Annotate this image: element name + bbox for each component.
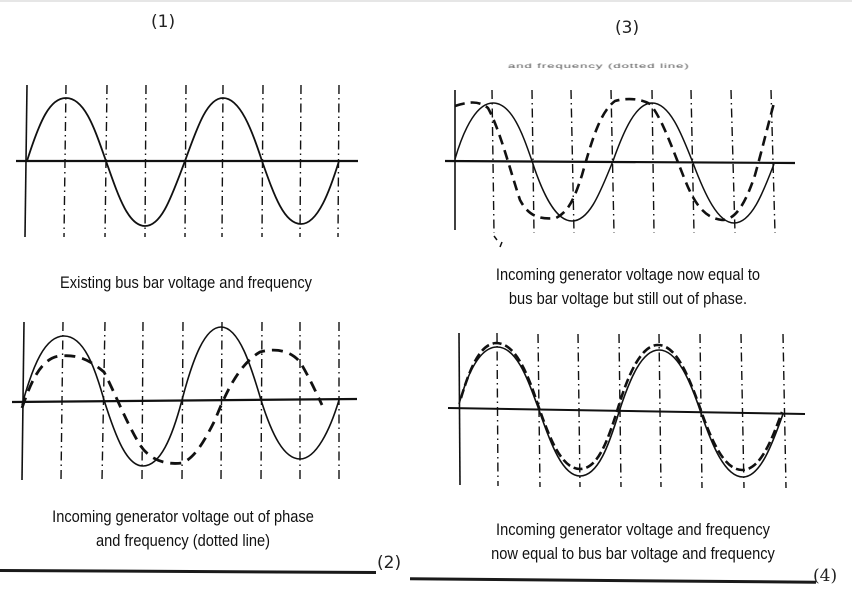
- panel-1-caption: Existing bus bar voltage and frequency: [26, 271, 346, 295]
- panel-3-plot: [444, 89, 796, 248]
- caption-line: and frequency (dotted line): [96, 531, 270, 550]
- caption-line: bus bar voltage but still out of phase.: [508, 289, 748, 308]
- panel-1-label: (1): [151, 12, 176, 32]
- caption-line: Incoming generator voltage now equal to: [495, 265, 761, 284]
- caption-line: Incoming generator voltage out of phase: [52, 507, 314, 526]
- panel-4-label: (4): [813, 566, 838, 586]
- caption-line: Incoming generator voltage and frequency: [496, 520, 770, 539]
- cutoff-text: and frequency (dotted line): [508, 61, 690, 70]
- caption-line: Existing bus bar voltage and frequency: [60, 273, 312, 292]
- panel-3-label: (3): [615, 18, 640, 38]
- panel-4-caption: Incoming generator voltage and frequency…: [474, 518, 792, 566]
- panel-2-caption: Incoming generator voltage out of phase …: [26, 505, 341, 553]
- panel-2-label: (2): [377, 553, 402, 573]
- panel-2-plot: [11, 321, 358, 481]
- scan-edge: [0, 0, 852, 2]
- panel-3-caption: Incoming generator voltage now equal to …: [482, 263, 774, 311]
- panel-1-plot: [16, 84, 358, 238]
- panel-4-plot: [447, 332, 806, 489]
- caption-line: now equal to bus bar voltage and frequen…: [491, 544, 775, 563]
